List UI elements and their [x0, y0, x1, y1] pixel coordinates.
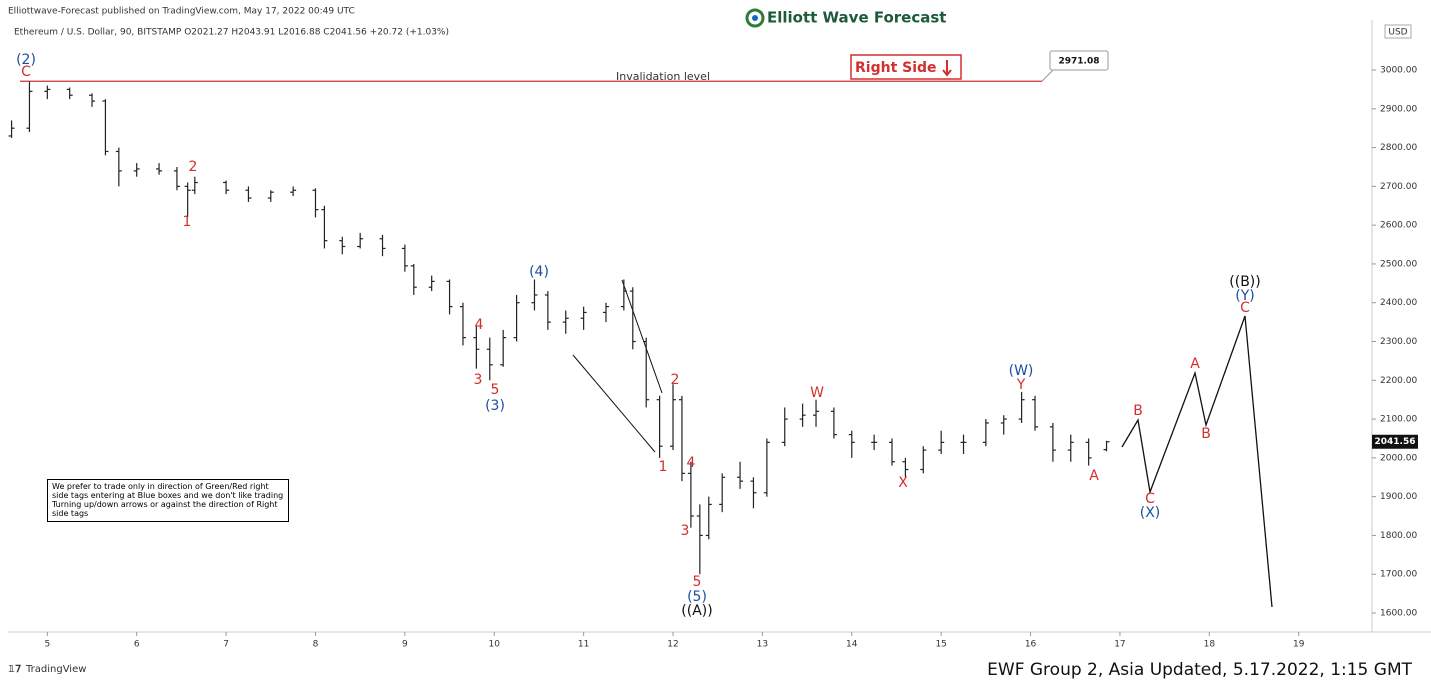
- x-tick-label: 5: [44, 640, 50, 650]
- y-tick-label: 2900.00: [1380, 104, 1417, 114]
- wave-label: (2): [16, 52, 36, 68]
- level-tag: [1049, 50, 1109, 71]
- wave-label: C: [21, 64, 31, 80]
- wave-label: X: [898, 475, 908, 491]
- wave-label: A: [1089, 468, 1099, 484]
- y-tick-label: 1700.00: [1380, 570, 1417, 580]
- currency: USD: [1388, 28, 1407, 38]
- y-tick-label: 2500.00: [1380, 259, 1417, 269]
- level-tag-label: 2971.08: [1059, 57, 1100, 67]
- y-tick-label: 1600.00: [1380, 608, 1417, 618]
- wave-label: A: [1190, 356, 1200, 372]
- platform: TradingView: [25, 664, 86, 675]
- wave-label: 5: [491, 382, 500, 398]
- wave-label: (3): [485, 398, 505, 414]
- wave-label: B: [1201, 426, 1211, 442]
- last-price-label: 2041.56: [1375, 437, 1416, 447]
- right-side-label: Right Side: [855, 60, 937, 76]
- x-tick-label: 18: [1204, 640, 1216, 650]
- brand: Elliott Wave Forecast: [767, 9, 946, 27]
- y-tick-label: 2400.00: [1380, 298, 1417, 308]
- x-tick-label: 9: [402, 640, 408, 650]
- last-price-tag: [1372, 434, 1418, 449]
- x-tick-label: 8: [313, 640, 319, 650]
- note: We prefer to trade only in direction of …: [47, 479, 289, 522]
- currency-box: [1384, 24, 1412, 39]
- wave-label: 1: [183, 214, 192, 230]
- x-tick-label: 12: [667, 640, 678, 650]
- wave-label: B: [1133, 403, 1143, 419]
- wave-label: ((A)): [681, 603, 712, 619]
- y-tick-label: 2100.00: [1380, 415, 1417, 425]
- y-tick-label: 2000.00: [1380, 453, 1417, 463]
- wave-label: (W): [1009, 363, 1034, 379]
- wave-label: 3: [681, 523, 690, 539]
- footer: EWF Group 2, Asia Updated, 5.17.2022, 1:…: [987, 660, 1412, 680]
- brand-logo-dot: [752, 15, 758, 21]
- wave-label: (Y): [1235, 288, 1254, 304]
- projection-path: [1121, 315, 1273, 608]
- y-tick-label: 2700.00: [1380, 182, 1417, 192]
- y-tick-label: 2800.00: [1380, 143, 1417, 153]
- down-arrow: [942, 60, 952, 77]
- right-side-box: [850, 54, 962, 80]
- wave-label: 2: [189, 159, 198, 175]
- y-tick-label: 1900.00: [1380, 492, 1417, 502]
- wave-label: ((B)): [1229, 274, 1260, 290]
- legend: Ethereum / U.S. Dollar, 90, BITSTAMP O20…: [14, 28, 449, 38]
- wave-label: (5): [687, 589, 707, 605]
- y-tick-label: 2300.00: [1380, 337, 1417, 347]
- x-tick-label: 15: [935, 640, 946, 650]
- x-tick-label: 19: [1293, 640, 1305, 650]
- x-tick-label: 14: [846, 640, 858, 650]
- wave-label: (4): [529, 264, 549, 280]
- x-tick-label: 7: [223, 640, 229, 650]
- y-tick-label: 2200.00: [1380, 376, 1417, 386]
- wave-label: 1: [659, 459, 668, 475]
- publisher: Elliottwave-Forecast published on Tradin…: [8, 7, 355, 17]
- wave-label: C: [1145, 491, 1155, 507]
- y-tick-label: 3000.00: [1380, 66, 1417, 76]
- x-tick-label: 17: [1114, 640, 1125, 650]
- x-tick-label: 11: [578, 640, 589, 650]
- wave-label: W: [810, 385, 824, 401]
- y-tick-label: 1800.00: [1380, 531, 1417, 541]
- invalidation-label: Invalidation level: [616, 70, 710, 83]
- brand-logo: [745, 8, 765, 28]
- y-tick-label: 2600.00: [1380, 221, 1417, 231]
- wave-label: C: [1240, 300, 1250, 316]
- wave-label: 5: [693, 574, 702, 590]
- plot-area: [8, 20, 1372, 632]
- wave-label: Y: [1016, 377, 1026, 393]
- trendline: [621, 279, 663, 394]
- wave-label: (X): [1140, 505, 1161, 521]
- wave-label: 4: [475, 317, 484, 333]
- x-tick-label: 6: [134, 640, 140, 650]
- wave-label: 4: [687, 455, 696, 471]
- trendline: [572, 354, 656, 453]
- wave-label: 3: [474, 372, 483, 388]
- x-tick-label: 16: [1025, 640, 1037, 650]
- wave-label: 2: [671, 372, 680, 388]
- platform-logo: 𝟙𝟩: [8, 663, 21, 675]
- x-tick-label: 10: [489, 640, 501, 650]
- x-tick-label: 13: [757, 640, 768, 650]
